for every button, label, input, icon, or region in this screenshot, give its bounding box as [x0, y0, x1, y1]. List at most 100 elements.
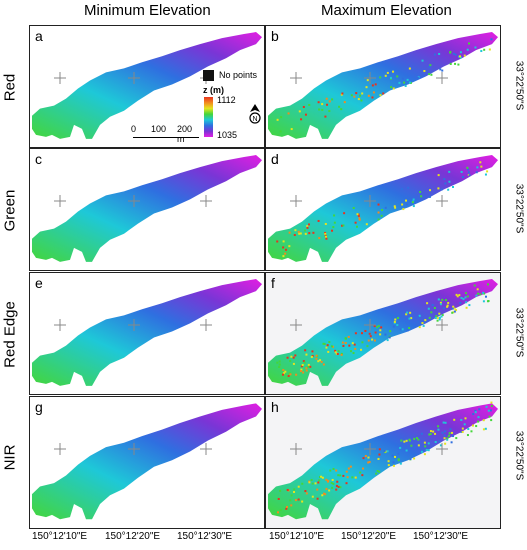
elevation-speckle — [342, 474, 345, 477]
elevation-speckle — [436, 319, 439, 322]
elevation-speckle — [478, 408, 481, 411]
elevation-speckle — [414, 199, 417, 202]
elevation-speckle — [341, 224, 344, 227]
elevation-speckle — [434, 432, 437, 435]
elevation-speckle — [324, 232, 327, 235]
elevation-speckle — [299, 232, 302, 235]
elevation-speckle — [356, 213, 359, 216]
elevation-speckle — [335, 469, 338, 472]
elevation-speckle — [346, 476, 349, 479]
elevation-speckle — [410, 317, 413, 320]
elevation-speckle — [384, 74, 387, 77]
elevation-speckle — [442, 307, 445, 310]
elevation-speckle — [284, 252, 287, 255]
elevation-speckle — [300, 365, 303, 368]
column-title-max: Maximum Elevation — [321, 2, 452, 19]
elevation-speckle — [347, 467, 350, 470]
elevation-speckle — [286, 488, 289, 491]
elevation-speckle — [354, 221, 357, 224]
elevation-speckle — [344, 342, 347, 345]
elevation-speckle — [276, 240, 279, 243]
elevation-speckle — [376, 326, 379, 329]
elevation-speckle — [479, 293, 482, 296]
elevation-speckle — [377, 457, 380, 460]
elevation-speckle — [433, 53, 436, 56]
elevation-speckle — [488, 48, 491, 51]
elevation-speckle — [458, 55, 461, 58]
elevation-speckle — [345, 482, 348, 485]
elevation-speckle — [343, 212, 346, 215]
elevation-speckle — [314, 482, 317, 485]
elevation-speckle — [476, 166, 479, 169]
elevation-speckle — [393, 320, 396, 323]
elevation-speckle — [369, 335, 372, 338]
column-title-min: Minimum Elevation — [84, 2, 211, 19]
elevation-speckle — [422, 324, 425, 327]
elevation-map — [268, 279, 498, 386]
elevation-speckle — [392, 464, 395, 467]
elevation-speckle — [400, 188, 403, 191]
longitude-label-6: 150°12'30"E — [413, 531, 469, 542]
elevation-speckle — [444, 421, 447, 424]
elevation-speckle — [415, 437, 418, 440]
elevation-speckle — [477, 420, 480, 423]
elevation-speckle — [289, 373, 292, 376]
map-panel-c: c — [29, 148, 265, 271]
elevation-speckle — [335, 484, 338, 487]
elevation-speckle — [401, 328, 404, 331]
elevation-speckle — [398, 81, 401, 84]
elevation-speckle — [293, 488, 296, 491]
scale-tick-200: 200 m — [177, 124, 193, 144]
elevation-speckle — [315, 357, 318, 360]
elevation-speckle — [437, 187, 440, 190]
map-panel-e: e — [29, 272, 265, 395]
elevation-speckle — [397, 458, 400, 461]
longitude-label-3: 150°12'30"E — [177, 531, 233, 542]
elevation-speckle — [305, 492, 308, 495]
no-points-swatch — [203, 70, 214, 81]
elevation-speckle — [444, 182, 447, 185]
elevation-speckle — [405, 449, 408, 452]
elevation-speckle — [300, 118, 303, 121]
elevation-speckle — [406, 78, 409, 81]
elevation-speckle — [350, 350, 353, 353]
elevation-speckle — [306, 226, 309, 229]
elevation-speckle — [304, 113, 307, 116]
elevation-speckle — [392, 325, 395, 328]
elevation-speckle — [454, 62, 457, 65]
elevation-speckle — [439, 303, 442, 306]
elevation-speckle — [276, 118, 279, 121]
elevation-speckle — [380, 214, 383, 217]
elevation-speckle — [368, 460, 371, 463]
elevation-speckle — [441, 431, 444, 434]
elevation-speckle — [294, 354, 297, 357]
elevation-speckle — [342, 344, 345, 347]
elevation-speckle — [308, 103, 311, 106]
elevation-speckle — [288, 245, 291, 248]
map-panel-g: g — [29, 396, 265, 529]
elevation-speckle — [331, 98, 334, 101]
elevation-speckle — [416, 316, 419, 319]
elevation-speckle — [446, 304, 449, 307]
elevation-speckle — [443, 434, 446, 437]
elevation-speckle — [467, 171, 470, 174]
elevation-speckle — [307, 363, 310, 366]
elevation-speckle — [405, 313, 408, 316]
elevation-speckle — [331, 486, 334, 489]
elevation-speckle — [482, 291, 485, 294]
elevation-speckle — [289, 499, 292, 502]
elevation-speckle — [460, 170, 463, 173]
elevation-speckle — [477, 416, 480, 419]
elevation-map — [268, 401, 498, 520]
map-panel-d: d — [265, 148, 501, 271]
elevation-speckle — [365, 223, 368, 226]
elevation-speckle — [490, 404, 493, 407]
elevation-speckle — [441, 69, 444, 72]
elevation-speckle — [334, 351, 337, 354]
elevation-speckle — [437, 298, 440, 301]
elevation-speckle — [357, 98, 360, 101]
elevation-speckle — [438, 312, 441, 315]
elevation-speckle — [480, 165, 483, 168]
elevation-speckle — [440, 188, 443, 191]
map-panel-h: h — [265, 396, 501, 529]
